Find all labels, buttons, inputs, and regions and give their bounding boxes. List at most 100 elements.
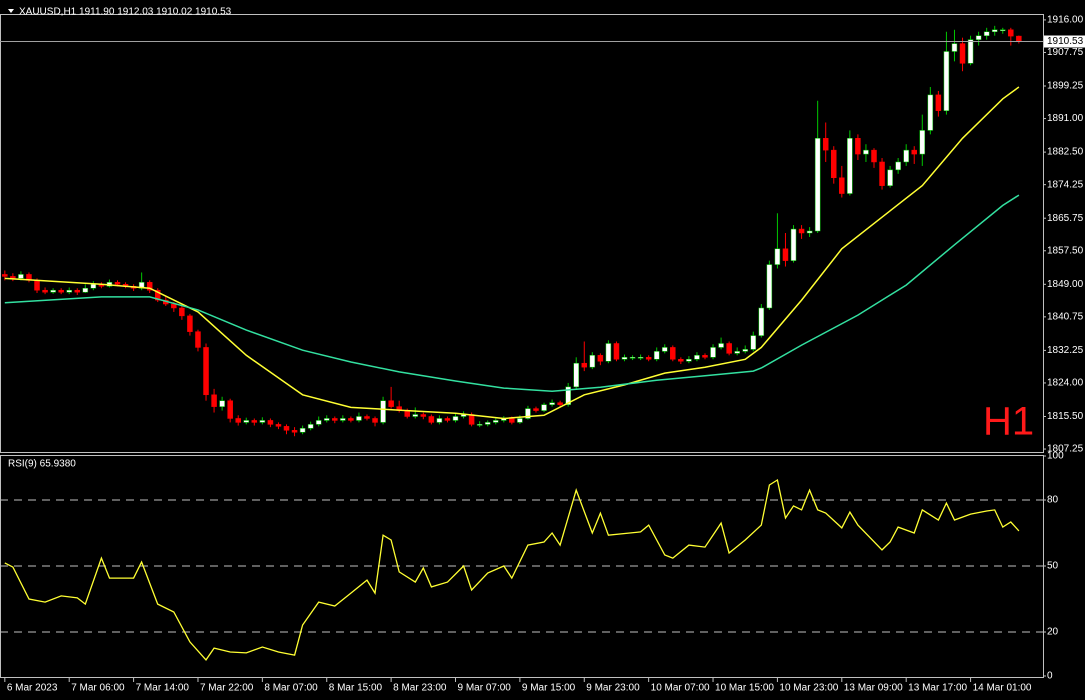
candle-body (114, 282, 121, 285)
y-tick-label: 20 (1047, 627, 1059, 638)
price-label-box (1044, 35, 1085, 48)
x-tick-label: 7 Mar 22:00 (200, 683, 254, 694)
candle-body (839, 177, 845, 194)
candle-body (831, 149, 837, 179)
candle-body (726, 343, 732, 354)
candle-body (927, 94, 934, 131)
y-tick-label: 1874.25 (1047, 179, 1084, 190)
candle-body (959, 43, 966, 64)
candle-body (364, 416, 370, 419)
candle-body (468, 414, 475, 425)
candle-body (492, 420, 499, 423)
candle-body (323, 418, 330, 421)
candle-body (259, 420, 266, 423)
candle-body (605, 343, 612, 362)
candle-body (629, 357, 636, 359)
rsi-title: RSI(9) 65.9380 (8, 459, 76, 470)
x-tick-label: 7 Mar 06:00 (71, 683, 125, 694)
x-tick-label: 10 Mar 15:00 (715, 683, 774, 694)
candle-body (42, 289, 48, 293)
candle-body (179, 307, 185, 317)
candle-body (565, 386, 571, 405)
candle-body (525, 408, 531, 419)
candle-body (686, 359, 692, 362)
candle-body (484, 422, 491, 425)
candle-body (509, 418, 515, 423)
candle-body (702, 355, 708, 358)
candle-body (694, 355, 700, 360)
y-tick-label: 1916.00 (1047, 15, 1084, 26)
candle-body (1016, 35, 1022, 42)
y-tick-label: 1807.25 (1047, 444, 1084, 455)
x-tick-label: 13 Mar 09:00 (844, 683, 903, 694)
candle-body (299, 428, 306, 433)
candle-body (82, 287, 89, 293)
candle-body (1008, 29, 1014, 37)
candle-body (307, 424, 314, 429)
candle-body (678, 359, 684, 362)
candle-body (227, 400, 233, 419)
candle-body (895, 161, 901, 171)
candle-body (879, 161, 885, 186)
candle-body (798, 228, 805, 234)
candle-body (380, 400, 386, 423)
x-tick-label: 9 Mar 15:00 (522, 683, 576, 694)
x-tick-label: 8 Mar 23:00 (393, 683, 447, 694)
candle-body (58, 289, 64, 293)
candle-body (967, 39, 974, 64)
price-label: 1910.53 (1047, 36, 1084, 47)
x-tick-label: 8 Mar 07:00 (264, 683, 318, 694)
candle-body (766, 264, 773, 309)
candle-body (275, 424, 282, 427)
candle-body (943, 51, 950, 111)
candle-body (428, 416, 435, 423)
candle-body (541, 404, 547, 411)
candle-body (195, 331, 201, 348)
x-tick-label: 9 Mar 07:00 (458, 683, 512, 694)
candle-body (283, 426, 290, 431)
candle-body (806, 230, 813, 234)
x-tick-label: 6 Mar 2023 (7, 683, 58, 694)
candle-body (18, 274, 24, 279)
moving-average (4, 194, 1020, 392)
y-tick-label: 1849.00 (1047, 279, 1084, 290)
x-tick-label: 13 Mar 17:00 (908, 683, 967, 694)
main-panel-frame (0, 14, 1044, 453)
moving-average (4, 86, 1020, 420)
candle-body (388, 400, 394, 407)
candle-body (581, 362, 588, 368)
candle-body (774, 248, 781, 265)
candle-body (340, 418, 346, 421)
candle-body (420, 414, 427, 417)
x-tick-label: 8 Mar 15:00 (329, 683, 383, 694)
candle-body (356, 416, 362, 421)
candle-body (436, 418, 443, 423)
candle-body (372, 418, 378, 423)
y-tick-label: 1907.75 (1047, 47, 1084, 58)
y-tick-label: 1899.25 (1047, 81, 1084, 92)
x-tick-label: 9 Mar 23:00 (586, 683, 640, 694)
candle-body (645, 357, 652, 360)
x-tick-label: 7 Mar 14:00 (136, 683, 190, 694)
candle-body (267, 420, 274, 425)
candle-body (637, 357, 644, 359)
candle-body (348, 418, 354, 421)
candle-body (887, 169, 893, 186)
candle-body (718, 343, 724, 348)
candle-body (621, 357, 628, 360)
candle-body (315, 420, 322, 425)
candle-body (871, 149, 877, 163)
timeframe-watermark: H1 (983, 400, 1034, 444)
y-tick-label: 1832.25 (1047, 345, 1084, 356)
candle-body (34, 280, 40, 291)
candle-body (919, 130, 926, 155)
candle-body (187, 315, 193, 332)
candle-body (444, 418, 451, 421)
candle-body (758, 307, 765, 336)
candle-body (251, 420, 258, 423)
x-tick-label: 10 Mar 23:00 (779, 683, 838, 694)
candle-body (203, 347, 209, 396)
menu-triangle[interactable] (8, 9, 14, 13)
